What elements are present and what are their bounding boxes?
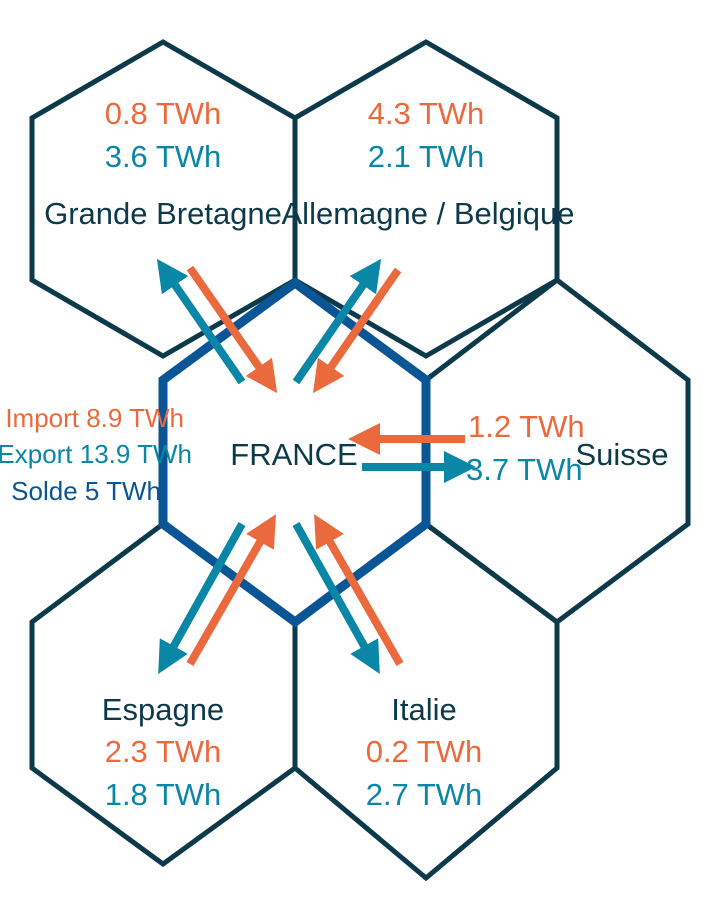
es-label: Espagne [102, 692, 224, 727]
france-import-total: Import 8.9 TWh [5, 403, 184, 433]
france-label: FRANCE [230, 437, 357, 472]
es-export-value: 1.8 TWh [105, 777, 222, 812]
arrow-export-it [292, 522, 380, 674]
gb-export-value: 3.6 TWh [105, 139, 222, 174]
arrows [156, 258, 476, 674]
arrow-import-de [312, 267, 402, 394]
arrow-export-de [292, 258, 382, 385]
gb-import-value: 0.8 TWh [105, 96, 222, 131]
arrow-export-es [158, 522, 246, 674]
france-export-total: Export 13.9 TWh [0, 439, 192, 469]
ch-label: Suisse [575, 437, 668, 472]
it-import-value: 0.2 TWh [366, 734, 483, 769]
ch-import-value: 1.2 TWh [468, 409, 585, 444]
it-label: Italie [391, 692, 456, 727]
hexagon-france [158, 277, 431, 628]
france-solde-total: Solde 5 TWh [11, 476, 161, 506]
it-export-value: 2.7 TWh [366, 777, 483, 812]
hexagon-de [292, 39, 560, 359]
es-import-value: 2.3 TWh [105, 734, 222, 769]
labels: 0.8 TWh 3.6 TWh Grande Bretagne 4.3 TWh … [0, 96, 669, 812]
de-label: Allemagne / Belgique [282, 196, 575, 231]
arrow-export-gb [156, 258, 246, 385]
ch-export-value: 3.7 TWh [466, 452, 583, 487]
de-import-value: 4.3 TWh [368, 96, 485, 131]
de-export-value: 2.1 TWh [368, 139, 485, 174]
arrow-import-es [186, 514, 276, 666]
arrow-import-gb [186, 265, 278, 394]
arrow-import-it [314, 514, 404, 666]
gb-label: Grande Bretagne [44, 196, 282, 231]
